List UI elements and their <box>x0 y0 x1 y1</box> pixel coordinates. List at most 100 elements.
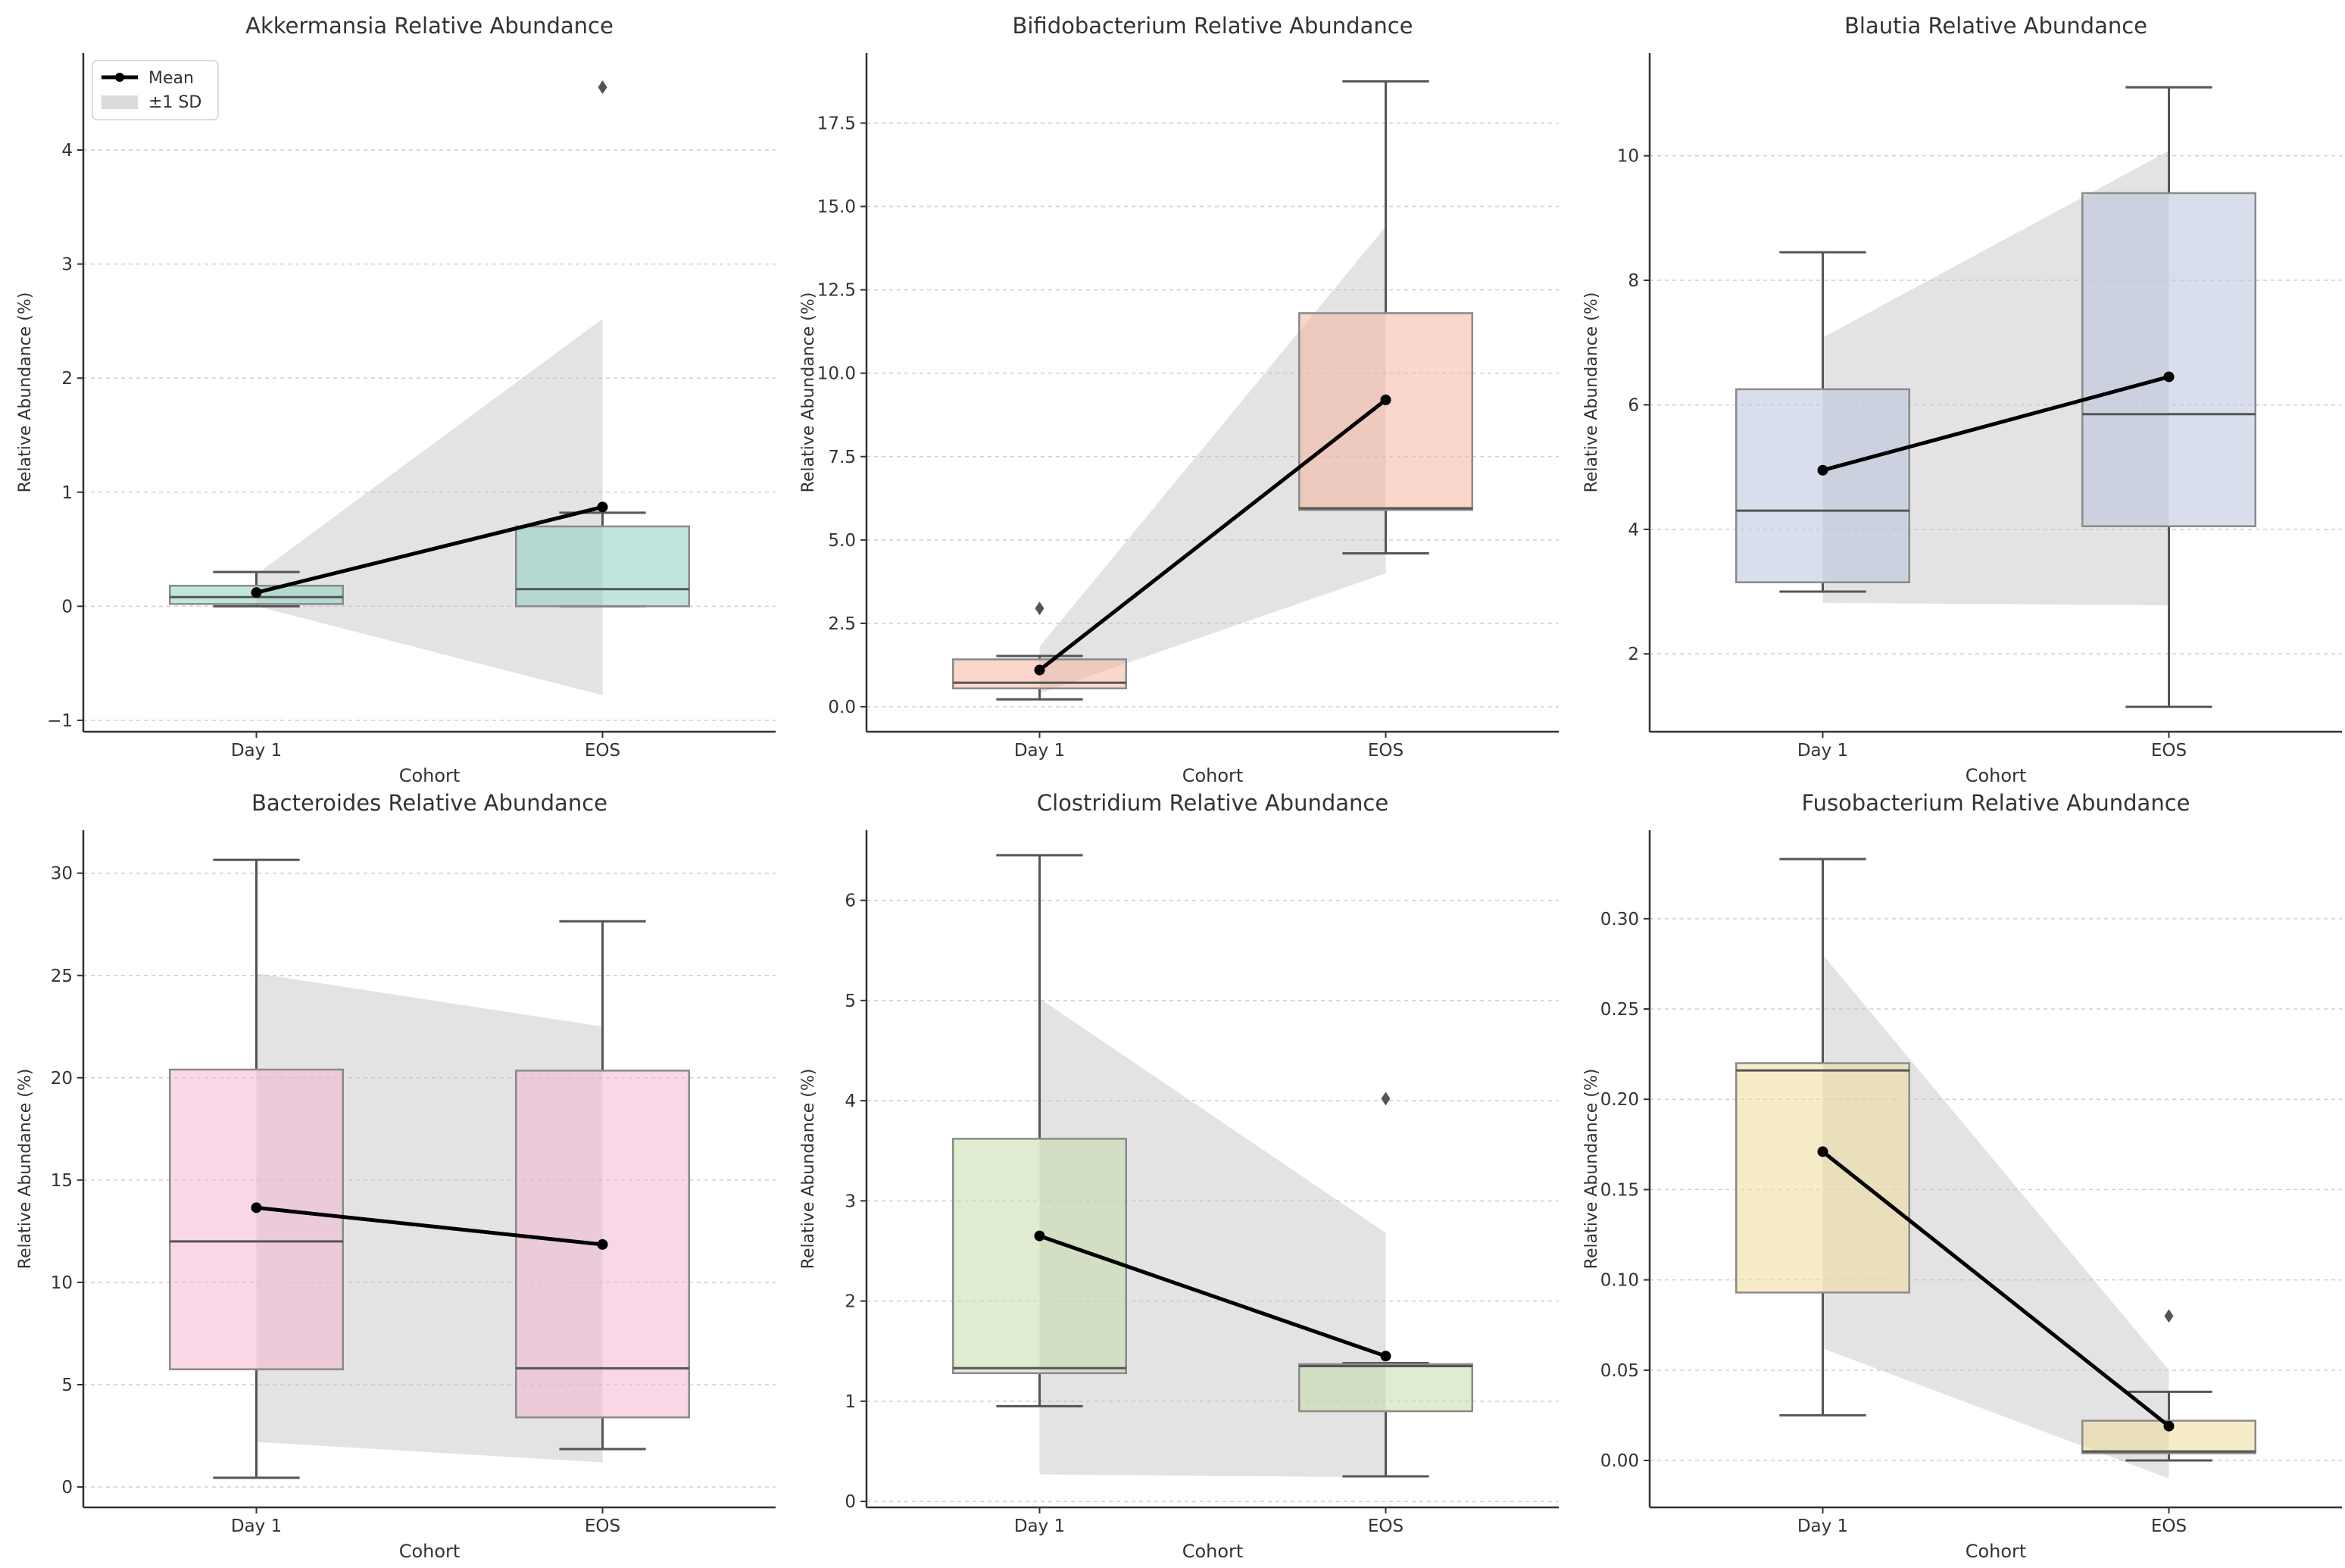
y-tick-label: 2 <box>845 1292 856 1312</box>
chart-title: Blautia Relative Abundance <box>1844 13 2147 39</box>
chart-panel-3: Bacteroides Relative Abundance 0 5 10 15 20 25… <box>16 790 776 1562</box>
box-iqr <box>515 525 690 608</box>
mean-point <box>1380 394 1391 405</box>
mean-point <box>1034 664 1045 676</box>
y-tick-label: 5 <box>845 992 856 1011</box>
box-iqr <box>1735 388 1910 583</box>
y-tick-label: 20 <box>51 1069 73 1089</box>
legend-mean-label: Mean <box>148 69 194 88</box>
mean-point <box>251 1202 262 1213</box>
y-tick-label: 0.10 <box>1600 1271 1639 1291</box>
box-eos <box>2081 86 2256 708</box>
x-tick-label: EOS <box>585 1516 620 1536</box>
box-day1 <box>169 858 344 1479</box>
y-tick-label: 5.0 <box>828 531 856 551</box>
y-tick-label: 10 <box>51 1273 73 1293</box>
x-axis-label: Cohort <box>399 765 461 786</box>
x-axis-label: Cohort <box>399 1541 461 1562</box>
mean-line <box>256 1205 603 1247</box>
y-axis-label: Relative Abundance (%) <box>799 292 818 493</box>
legend-sd-swatch <box>101 95 138 109</box>
mean-point <box>2163 371 2175 383</box>
outlier-marker <box>598 80 607 95</box>
outlier-marker <box>2164 1309 2174 1323</box>
mean-point <box>1380 1351 1391 1362</box>
chart-title: Bacteroides Relative Abundance <box>251 790 607 816</box>
y-tick-label: 10 <box>1617 147 1639 167</box>
y-tick-label: 4 <box>61 141 73 161</box>
x-tick-label: Day 1 <box>1797 741 1848 761</box>
box-iqr <box>2081 192 2256 527</box>
y-tick-label: 0 <box>845 1492 856 1512</box>
y-axis-label: Relative Abundance (%) <box>16 292 35 493</box>
legend-mean-marker <box>115 73 124 82</box>
y-axis-label: Relative Abundance (%) <box>1582 1069 1601 1270</box>
y-tick-label: 15 <box>51 1171 73 1191</box>
mean-point <box>1817 1146 1828 1157</box>
x-tick-label: EOS <box>2151 1516 2187 1536</box>
outlier-marker <box>1381 1092 1391 1106</box>
chart-title: Clostridium Relative Abundance <box>1037 790 1388 816</box>
y-tick-label: 12.5 <box>817 281 856 301</box>
mean-line <box>1822 375 2170 473</box>
y-tick-label: 2 <box>61 369 73 389</box>
chart-panel-5: Fusobacterium Relative Abundance 0.00 0.05… <box>1582 790 2342 1562</box>
box-day1 <box>1735 857 1910 1417</box>
mean-line <box>1038 1234 1387 1358</box>
chart-panel-2: Blautia Relative Abundance 2 4 6 8 10 Day 1 EOS… <box>1582 13 2342 786</box>
legend-sd-label: ±1 SD <box>148 93 201 112</box>
x-tick-label: EOS <box>2151 741 2187 761</box>
outlier-marker <box>1035 601 1044 616</box>
y-tick-label: 0.0 <box>828 698 856 717</box>
y-tick-label: 10.0 <box>817 364 856 384</box>
box-day1 <box>952 854 1127 1407</box>
y-tick-label: 2.5 <box>828 614 856 634</box>
chart-title: Akkermansia Relative Abundance <box>245 13 614 39</box>
y-axis-label: Relative Abundance (%) <box>799 1069 818 1270</box>
chart-title: Bifidobacterium Relative Abundance <box>1012 13 1413 39</box>
y-tick-label: 7.5 <box>828 448 856 467</box>
y-tick-label: 6 <box>845 892 856 911</box>
mean-point <box>597 1238 608 1250</box>
y-tick-label: 3 <box>845 1192 856 1211</box>
x-tick-label: Day 1 <box>231 1516 282 1536</box>
y-tick-label: 6 <box>1628 395 1639 415</box>
y-tick-label: 8 <box>1628 271 1639 291</box>
x-axis-label: Cohort <box>1182 1541 1244 1562</box>
y-tick-label: 25 <box>51 967 73 986</box>
mean-point <box>1034 1230 1045 1242</box>
box-eos <box>1298 1092 1473 1478</box>
mean-line <box>1821 1150 2171 1428</box>
y-tick-label: 0.00 <box>1600 1451 1639 1471</box>
x-axis-label: Cohort <box>1966 765 2027 786</box>
box-iqr <box>1298 312 1473 511</box>
box-eos <box>2081 1309 2256 1462</box>
y-tick-label: 30 <box>51 864 73 884</box>
y-tick-label: 15.0 <box>817 198 856 217</box>
y-tick-label: 0.05 <box>1600 1361 1639 1381</box>
mean-point <box>2163 1420 2175 1432</box>
box-day1 <box>1735 251 1910 593</box>
y-tick-label: 0 <box>61 597 73 617</box>
legend: Mean ±1 SD <box>92 60 219 120</box>
chart-title: Fusobacterium Relative Abundance <box>1801 790 2190 816</box>
mean-point <box>1817 464 1828 476</box>
x-tick-label: EOS <box>1368 1516 1404 1536</box>
y-tick-label: 4 <box>1628 520 1639 540</box>
x-tick-label: Day 1 <box>1014 741 1065 761</box>
y-tick-label: −1 <box>47 711 73 731</box>
y-tick-label: 0.15 <box>1600 1180 1639 1200</box>
box-iqr <box>1735 1062 1910 1294</box>
y-tick-label: 1 <box>61 483 73 503</box>
y-axis-label: Relative Abundance (%) <box>16 1069 35 1270</box>
y-tick-label: 0.20 <box>1600 1090 1639 1110</box>
y-tick-label: 17.5 <box>817 114 856 133</box>
y-tick-label: 1 <box>845 1392 856 1412</box>
y-tick-label: 3 <box>61 255 73 275</box>
y-tick-label: 2 <box>1628 645 1639 664</box>
y-tick-label: 0.30 <box>1600 910 1639 929</box>
chart-panel-0: Akkermansia Relative Abundance −1 0 1 2 3 4 Day… <box>16 13 776 786</box>
x-axis-label: Cohort <box>1182 765 1244 786</box>
